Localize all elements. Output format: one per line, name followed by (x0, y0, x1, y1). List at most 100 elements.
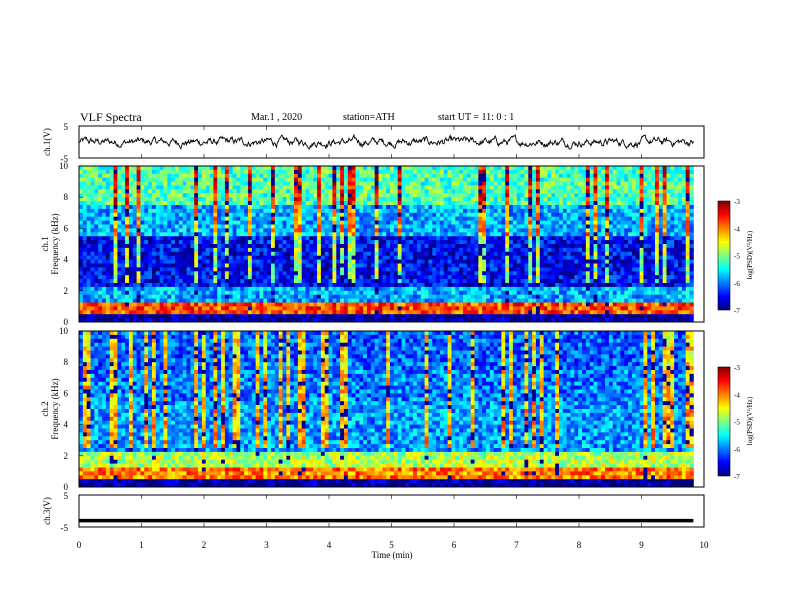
spectrogram-cell (213, 244, 218, 249)
spectrogram-cell (140, 286, 145, 292)
spectrogram-cell (470, 275, 475, 280)
spectrogram-cell (678, 220, 683, 225)
spectrogram-cell (270, 173, 276, 179)
spectrogram-cell (601, 236, 606, 241)
spectrogram-cell (236, 228, 241, 233)
spectrogram-cell (313, 181, 318, 186)
spectrogram-cell (294, 283, 299, 288)
spectrogram-cell (155, 208, 161, 214)
spectrogram-cell (474, 251, 479, 257)
spectrogram-cell (593, 275, 598, 280)
spectrogram-cell (232, 189, 237, 194)
spectrogram-cell (213, 275, 218, 280)
spectrogram-cell (359, 259, 364, 264)
spectrogram-cell (424, 177, 429, 182)
spectrogram-cell (359, 224, 364, 229)
spectrogram-cell (359, 201, 364, 206)
spectrogram-cell (386, 201, 391, 206)
spectrogram-cell (178, 166, 184, 171)
spectrogram-cell (259, 216, 264, 221)
spectrogram-cell (681, 275, 687, 280)
spectrogram-cell (209, 251, 214, 257)
spectrogram-cell (282, 255, 287, 260)
spectrogram-cell (209, 267, 214, 272)
spectrogram-cell (678, 166, 683, 171)
spectrogram-cell (436, 169, 441, 175)
spectrogram-cell (224, 197, 230, 202)
spectrogram-cell (681, 267, 687, 272)
spectrogram-cell (662, 263, 667, 268)
spectrogram-cell (370, 236, 376, 241)
spectrogram-cell (366, 169, 372, 175)
spectrogram-cell (601, 259, 606, 264)
spectrogram-cell (267, 271, 272, 276)
spectrogram-cell (132, 279, 137, 284)
spectrogram-cell (566, 177, 571, 182)
spectrogram-cell (462, 177, 468, 182)
spectrogram-cell (336, 181, 341, 186)
spectrogram-cell (82, 271, 88, 276)
spectrogram-cell (190, 197, 195, 202)
spectrogram-cell (209, 224, 214, 229)
spectrogram-cell (263, 189, 268, 194)
spectrogram-cell (290, 201, 295, 206)
spectrogram-cell (328, 240, 333, 245)
spectrogram-cell (643, 169, 648, 175)
spectrogram-cell (236, 205, 241, 210)
spectrogram-cell (589, 201, 594, 206)
spectrogram-cell (240, 228, 245, 233)
spectrogram-cell (589, 267, 594, 272)
spectrogram-cell (578, 185, 583, 190)
spectrogram-cell (420, 240, 425, 245)
spectrogram-cell (551, 201, 556, 206)
spectrogram-cell (574, 208, 579, 214)
spectrogram-cell (409, 275, 414, 280)
spectrogram-cell (125, 247, 130, 253)
spectrogram-cell (501, 255, 506, 260)
spectrogram-cell (359, 193, 364, 198)
spectrogram-cell (470, 263, 475, 268)
spectrogram-cell (639, 197, 644, 202)
spectrogram-cell (259, 173, 264, 179)
spectrogram-cell (267, 205, 272, 210)
spectrogram-cell (390, 240, 395, 245)
spectrogram-cell (201, 181, 207, 186)
spectrogram-cell (113, 251, 118, 257)
spectrogram-cell (132, 240, 137, 245)
spectrogram-cell (236, 267, 241, 272)
spectrogram-cell (224, 228, 230, 233)
spectrogram-cell (198, 228, 203, 233)
spectrogram-cell (128, 236, 134, 241)
spectrogram-cell (251, 193, 257, 198)
spectrogram-cell (566, 232, 571, 237)
spectrogram-cell (409, 193, 414, 198)
spectrogram-cell (317, 197, 322, 202)
spectrogram-cell (393, 181, 399, 186)
spectrogram-cell (478, 283, 483, 288)
spectrogram-cell (512, 271, 518, 276)
spectrogram-cell (343, 220, 349, 225)
spectrogram-cell (405, 236, 410, 241)
spectrogram-cell (605, 228, 610, 233)
spectrogram-cell (240, 220, 245, 225)
spectrogram-cell (597, 271, 602, 276)
spectrogram-cell (151, 259, 157, 264)
spectrogram-cell (486, 283, 491, 288)
spectrogram-cell (163, 255, 168, 260)
spectrogram-cell (451, 244, 456, 249)
spectrogram-cell (363, 263, 368, 268)
spectrogram-cell (420, 228, 425, 233)
spectrogram-cell (201, 240, 207, 245)
spectrogram-cell (132, 201, 137, 206)
spectrogram-cell (582, 251, 587, 257)
spectrogram-cell (163, 228, 168, 233)
spectrogram-cell (278, 283, 283, 288)
spectrogram-cell (555, 251, 560, 257)
spectrogram-cell (282, 205, 287, 210)
spectrogram-cell (570, 275, 575, 280)
spectrogram-cell (674, 224, 679, 229)
spectrogram-cell (240, 208, 245, 214)
spectrogram-cell (482, 169, 487, 175)
spectrogram-cell (547, 255, 552, 260)
spectrogram-cell (136, 255, 141, 260)
